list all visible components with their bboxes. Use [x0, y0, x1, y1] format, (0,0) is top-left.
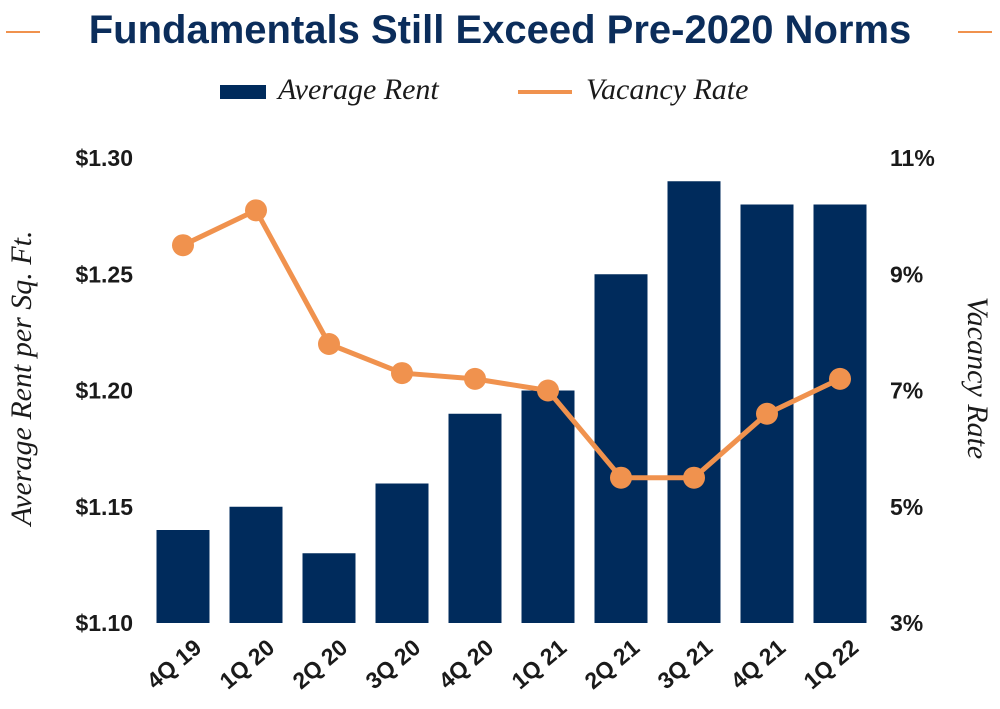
x-tick-label: 3Q 21 [653, 634, 718, 694]
vacancy-point-4 [464, 367, 486, 390]
vacancy-point-7 [683, 466, 705, 489]
chart-title: Fundamentals Still Exceed Pre-2020 Norms [88, 8, 912, 52]
vacancy-point-5 [537, 379, 559, 402]
x-tick-label: 1Q 22 [799, 634, 864, 694]
legend-swatch-rent [220, 85, 266, 99]
rent-bar-7 [667, 181, 721, 623]
vacancy-point-9 [829, 367, 851, 390]
x-tick-label: 1Q 21 [507, 634, 572, 694]
x-tick-label: 4Q 20 [434, 634, 499, 694]
x-tick-label: 1Q 20 [215, 634, 280, 694]
vacancy-point-8 [756, 402, 778, 425]
vacancy-point-2 [318, 333, 340, 355]
left-tick-label: $1.30 [75, 145, 133, 171]
rent-bar-0 [156, 530, 210, 623]
right-tick-label: 11% [890, 145, 935, 171]
x-tick-label: 3Q 20 [361, 634, 426, 694]
right-axis-title: Vacancy Rate [961, 297, 994, 459]
right-tick-label: 3% [890, 610, 923, 636]
title-rule-left [6, 31, 40, 33]
left-tick-label: $1.10 [75, 610, 133, 636]
legend-swatch-vacancy [518, 90, 572, 94]
title-rule-right [958, 31, 992, 33]
right-tick-label: 5% [890, 494, 923, 520]
left-tick-label: $1.25 [75, 261, 133, 287]
x-tick-label: 4Q 21 [726, 634, 791, 694]
rent-bar-2 [302, 553, 356, 623]
vacancy-line [181, 207, 842, 481]
right-tick-label: 9% [890, 261, 923, 287]
bars-group [156, 181, 867, 623]
vacancy-line-group [172, 199, 851, 489]
legend-label-rent: Average Rent [278, 73, 439, 106]
right-axis-ticks: 11% 9% 7% 5% 3% [890, 145, 935, 636]
legend: Average Rent Vacancy Rate [0, 70, 1000, 110]
rent-bar-6 [594, 274, 648, 623]
vacancy-point-3 [391, 362, 413, 385]
vacancy-point-1 [245, 199, 267, 222]
rent-bar-9 [813, 204, 867, 623]
x-tick-label: 2Q 21 [580, 634, 645, 694]
left-axis-title: Average Rent per Sq. Ft. [5, 231, 38, 528]
rent-bar-1 [229, 506, 283, 623]
rent-bar-4 [448, 413, 502, 623]
x-tick-label: 2Q 20 [288, 634, 353, 694]
left-tick-label: $1.20 [75, 378, 133, 404]
rent-bar-5 [521, 390, 575, 623]
legend-label-vacancy: Vacancy Rate [586, 73, 749, 106]
x-tick-label: 4Q 19 [142, 634, 207, 694]
right-tick-label: 7% [890, 378, 923, 404]
title-row: Fundamentals Still Exceed Pre-2020 Norms [0, 2, 1000, 58]
rent-bar-3 [375, 483, 429, 623]
left-tick-label: $1.15 [75, 494, 133, 520]
vacancy-point-6 [610, 466, 632, 489]
left-axis-ticks: $1.30 $1.25 $1.20 $1.15 $1.10 [75, 145, 133, 636]
vacancy-point-0 [172, 234, 194, 257]
x-axis-ticks: 4Q 19 1Q 20 2Q 20 3Q 20 4Q 20 1Q 21 2Q 21 3Q 21… [142, 634, 864, 694]
